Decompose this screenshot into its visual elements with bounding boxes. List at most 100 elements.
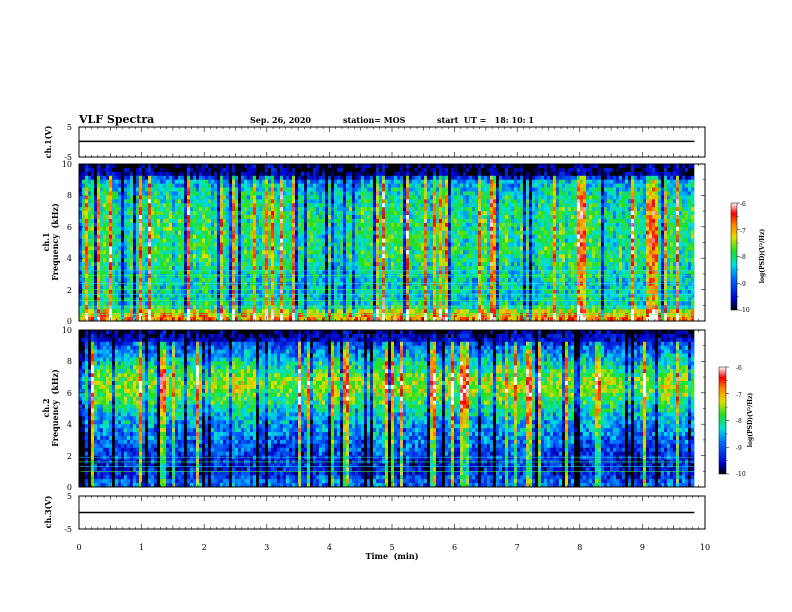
spectrogram-cell	[247, 164, 251, 169]
spectrogram-cell	[109, 199, 113, 204]
spectrogram-cell	[301, 297, 305, 302]
spectrogram-cell	[274, 203, 278, 208]
spectrogram-cell	[352, 262, 356, 267]
spectrogram-cell	[274, 215, 278, 220]
spectrogram-cell	[202, 250, 206, 255]
spectrogram-cell	[133, 313, 137, 318]
spectrogram-cell	[349, 183, 353, 188]
spectrogram-cell	[298, 281, 302, 286]
spectrogram-cell	[145, 215, 149, 220]
spectrogram-cell	[259, 215, 263, 220]
spectrogram-cell	[424, 238, 428, 243]
spectrogram-cell	[340, 195, 344, 200]
spectrogram-cell	[208, 230, 212, 235]
spectrogram-cell	[256, 211, 260, 216]
spectrogram-cell	[268, 195, 272, 200]
spectrogram-cell	[211, 207, 215, 212]
spectrogram-cell	[367, 238, 371, 243]
spectrogram-cell	[127, 273, 131, 279]
spectrogram-cell	[229, 195, 233, 200]
spectrogram-cell	[130, 246, 134, 251]
spectrogram-cell	[349, 242, 353, 247]
spectrogram-cell	[82, 305, 86, 310]
spectrogram-cell	[367, 164, 371, 169]
spectrogram-cell	[130, 242, 134, 247]
spectrogram-cell	[97, 167, 101, 173]
spectrogram-cell	[268, 277, 272, 283]
spectrogram-cell	[118, 250, 122, 255]
spectrogram-cell	[286, 305, 290, 310]
spectrogram-cell	[88, 289, 92, 294]
spectrogram-cell	[403, 262, 407, 267]
spectrogram-cell	[244, 273, 248, 279]
spectrogram-cell	[157, 305, 161, 310]
spectrogram-cell	[94, 301, 98, 306]
spectrogram-cell	[211, 317, 215, 321]
spectrogram-cell	[145, 183, 149, 188]
spectrogram-cell	[106, 309, 110, 314]
spectrogram-cell	[85, 199, 89, 204]
spectrogram-cell	[244, 297, 248, 302]
spectrogram-cell	[268, 309, 272, 314]
spectrogram-cell	[346, 167, 350, 173]
spectrogram-cell	[391, 211, 395, 216]
spectrogram-cell	[205, 242, 209, 247]
spectrogram-cell	[97, 254, 101, 259]
spectrogram-cell	[427, 234, 431, 239]
spectrogram-cell	[229, 218, 233, 224]
spectrogram-cell	[292, 305, 296, 310]
spectrogram-cell	[262, 238, 266, 243]
spectrogram-cell	[262, 171, 266, 177]
spectrogram-cell	[361, 242, 365, 247]
spectrogram-cell	[397, 309, 401, 314]
spectrogram-cell	[400, 289, 404, 294]
spectrogram-cell	[250, 273, 254, 279]
spectrogram-cell	[328, 171, 332, 177]
spectrogram-cell	[154, 199, 158, 204]
spectrogram-cell	[316, 242, 320, 247]
spectrogram-cell	[379, 281, 383, 286]
spectrogram-cell	[244, 301, 248, 306]
spectrogram-cell	[421, 313, 425, 318]
spectrogram-cell	[286, 222, 290, 228]
spectrogram-cell	[403, 246, 407, 251]
spectrogram-cell	[100, 191, 104, 196]
spectrogram-cell	[388, 218, 392, 224]
spectrogram-cell	[364, 262, 368, 267]
spectrogram-cell	[361, 226, 365, 232]
spectrogram-cell	[394, 309, 398, 314]
spectrogram-cell	[310, 191, 314, 196]
spectrogram-cell	[280, 222, 284, 228]
spectrogram-cell	[328, 226, 332, 232]
spectrogram-cell	[307, 167, 311, 173]
spectrogram-cell	[391, 187, 395, 192]
spectrogram-cell	[373, 277, 377, 283]
spectrogram-cell	[190, 175, 194, 180]
spectrogram-cell	[295, 222, 299, 228]
spectrogram-cell	[283, 199, 287, 204]
spectrogram-cell	[409, 218, 413, 224]
spectrogram-cell	[301, 183, 305, 188]
spectrogram-cell	[385, 191, 389, 196]
spectrogram-cell	[193, 199, 197, 204]
spectrogram-cell	[382, 277, 386, 283]
spectrogram-cell	[325, 262, 329, 267]
spectrogram-cell	[424, 301, 428, 306]
spectrogram-cell	[172, 285, 176, 290]
spectrogram-cell	[337, 277, 341, 283]
spectrogram-cell	[430, 250, 434, 255]
spectrogram-cell	[271, 317, 275, 321]
spectrogram-cell	[310, 238, 314, 243]
spectrogram-cell	[199, 183, 203, 188]
spectrogram-cell	[274, 175, 278, 180]
spectrogram-cell	[202, 175, 206, 180]
spectrogram-cell	[379, 273, 383, 279]
spectrogram-cell	[385, 289, 389, 294]
spectrogram-cell	[172, 207, 176, 212]
spectrogram-cell	[103, 297, 107, 302]
spectrogram-cell	[178, 269, 182, 275]
spectrogram-cell	[205, 175, 209, 180]
spectrogram-cell	[175, 277, 179, 283]
spectrogram-cell	[358, 309, 362, 314]
spectrogram-cell	[208, 164, 212, 169]
